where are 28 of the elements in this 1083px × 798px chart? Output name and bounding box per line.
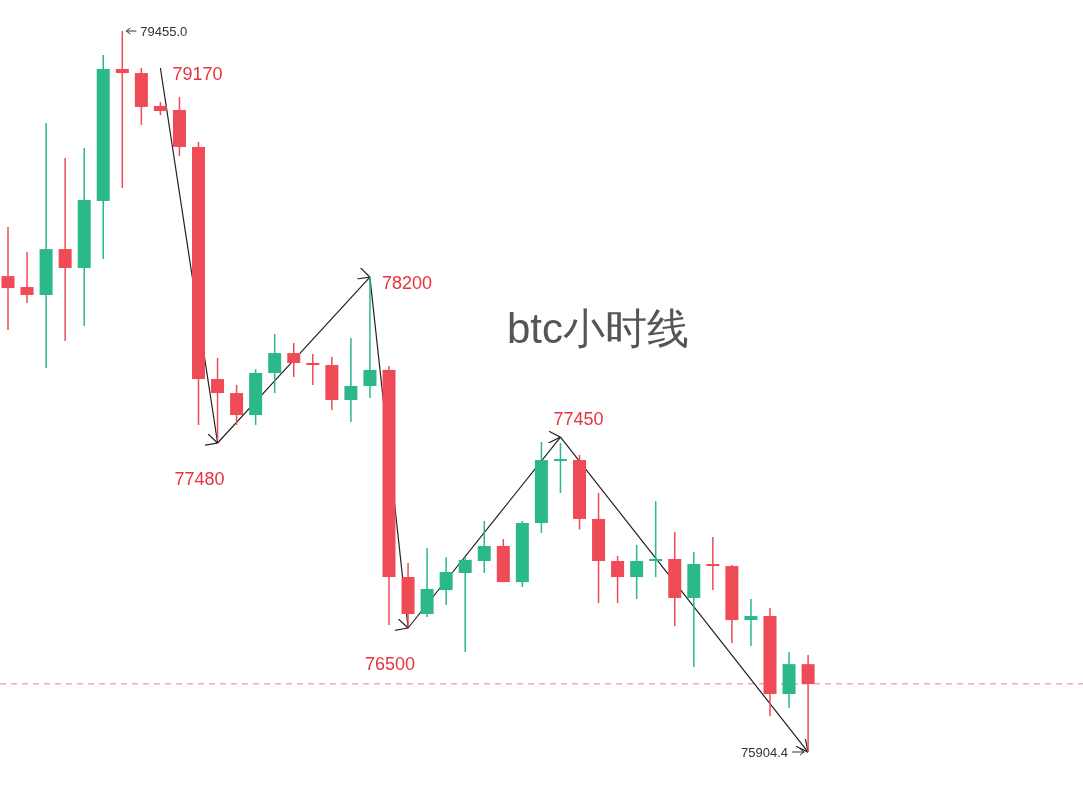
candlestick: [630, 544, 644, 600]
candlestick: [344, 337, 358, 423]
candlestick: [58, 157, 72, 342]
annotation: 79455.0: [140, 24, 188, 39]
candlestick: [801, 654, 815, 753]
candlestick: [477, 520, 491, 574]
candlestick: [211, 357, 225, 441]
annotation: 76500: [365, 654, 416, 675]
candlestick: [363, 276, 377, 399]
candlestick: [649, 500, 663, 578]
candlestick: [230, 384, 244, 426]
annotation: 77450: [553, 409, 604, 430]
candlestick: [306, 353, 320, 386]
candlestick: [1, 226, 15, 331]
candlestick: [458, 556, 472, 653]
text: btc小时线: [506, 305, 690, 352]
candlestick: [287, 342, 301, 378]
candlestick: [706, 536, 720, 591]
candlestick: [744, 598, 758, 647]
annotation: 77480: [174, 469, 225, 490]
annotation: 79170: [172, 63, 223, 84]
candlestick: [268, 333, 282, 394]
annotation: 78200: [381, 273, 433, 294]
candlestick: [439, 556, 453, 606]
annotation: 75904.4: [741, 745, 789, 760]
candlestick: [611, 555, 625, 604]
candlestick: [20, 251, 34, 304]
candlestick: [553, 442, 567, 494]
